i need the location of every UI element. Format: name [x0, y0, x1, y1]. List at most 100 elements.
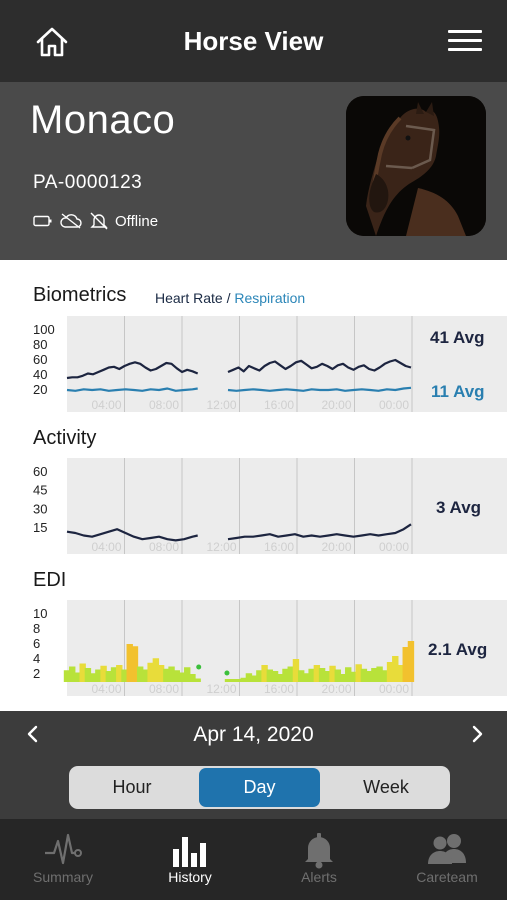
y-tick-label: 60 — [33, 464, 47, 479]
tab-label: Summary — [33, 869, 93, 885]
heartbeat-icon — [45, 833, 82, 865]
edi-end-point — [196, 664, 202, 670]
next-day-button[interactable] — [462, 719, 492, 749]
edi-bar — [365, 671, 373, 682]
edi-bar — [345, 667, 352, 682]
edi-bar — [371, 668, 378, 682]
heart-rate-avg: 41 Avg — [430, 328, 485, 347]
edi-bar — [173, 670, 180, 682]
biometrics-chart-svg: 04:00 08:00 12:00 16:00 20:00 00:00 1008060402… — [33, 316, 507, 412]
edi-chart[interactable]: 04:00 08:00 12:00 16:00 20:00 00:00 10 8 6 4 2 2.1… — [0, 600, 507, 696]
period-hour-button[interactable]: Hour — [112, 777, 152, 797]
edi-bar — [136, 666, 144, 682]
x-tick-label: 04:00 — [91, 398, 121, 412]
edi-bar — [224, 679, 232, 682]
edi-bar — [105, 671, 113, 682]
page-title: Horse View — [183, 26, 324, 56]
cloud-off-icon — [59, 213, 83, 229]
x-tick-label: 04:00 — [91, 540, 121, 554]
tab-summary[interactable]: Summary — [0, 819, 126, 900]
edi-bar — [360, 668, 368, 682]
edi-bar — [63, 670, 71, 682]
edi-bar — [350, 671, 357, 682]
x-tick-label: 12:00 — [206, 398, 236, 412]
period-selector: Hour Day Week — [69, 766, 450, 809]
home-button[interactable] — [34, 24, 70, 60]
x-tick-label: 16:00 — [264, 682, 294, 696]
respiration-line — [66, 387, 198, 392]
edi-bar — [282, 668, 289, 682]
tab-careteam[interactable]: Careteam — [384, 819, 507, 900]
y-tick-label: 60 — [33, 352, 47, 367]
x-tick-label: 08:00 — [149, 398, 179, 412]
horse-photo[interactable] — [346, 96, 486, 236]
y-tick-label: 15 — [33, 520, 47, 535]
edi-bar — [79, 663, 86, 682]
edi-title: EDI — [33, 569, 67, 591]
edi-bar — [189, 674, 196, 682]
tab-alerts[interactable]: Alerts — [256, 819, 382, 900]
legend-respiration: Respiration — [234, 290, 306, 306]
period-day-button[interactable]: Day — [199, 768, 320, 807]
heart-rate-line — [227, 358, 412, 374]
x-tick-label: 00:00 — [379, 682, 409, 696]
edi-bar — [339, 674, 347, 682]
edi-bar — [334, 669, 341, 682]
y-tick-label: 80 — [33, 337, 47, 352]
y-tick-label: 100 — [33, 322, 55, 337]
bottom-tab-bar: Summary History Alerts Careteam — [0, 819, 507, 900]
edi-bar — [402, 647, 409, 682]
activity-line — [66, 528, 198, 542]
chevron-left-icon — [27, 725, 38, 743]
heart-rate-line — [66, 361, 199, 380]
edi-bar — [386, 662, 394, 682]
tab-label: Careteam — [416, 869, 478, 885]
edi-bar — [147, 662, 154, 682]
bell-icon — [305, 833, 333, 869]
chevron-right-icon — [472, 725, 483, 743]
tab-label: History — [168, 869, 212, 885]
y-tick-label: 30 — [33, 501, 47, 516]
biometrics-legend: Heart Rate / Respiration — [155, 290, 306, 306]
tab-label: Alerts — [301, 869, 337, 885]
edi-bar — [292, 659, 300, 682]
y-tick-label: 40 — [33, 367, 47, 382]
menu-button[interactable] — [448, 30, 482, 54]
edi-bar — [407, 641, 415, 682]
edi-bar — [240, 677, 247, 682]
activity-chart-svg: 04:00 08:00 12:00 16:00 20:00 00:00 60 45 30 15 — [33, 458, 507, 554]
x-tick-label: 00:00 — [379, 398, 409, 412]
edi-bar — [89, 673, 97, 682]
activity-avg: 3 Avg — [436, 498, 482, 517]
edi-bar — [397, 665, 404, 682]
edi-bar — [392, 656, 399, 682]
edi-bar — [100, 665, 107, 682]
biometrics-chart[interactable]: 04:00 08:00 12:00 16:00 20:00 00:00 100 80 60 40 2… — [0, 316, 507, 412]
edi-bar — [84, 668, 92, 682]
x-tick-label: 16:00 — [264, 398, 294, 412]
home-icon — [36, 27, 68, 57]
battery-icon — [33, 215, 53, 227]
edi-bar — [355, 664, 362, 682]
edi-bar — [126, 644, 133, 682]
x-tick-label: 20:00 — [321, 398, 351, 412]
activity-chart[interactable]: 04:00 08:00 12:00 16:00 20:00 00:00 60 45 30 15 3… — [0, 458, 507, 554]
current-date: Apr 14, 2020 — [193, 723, 314, 746]
hamburger-menu-icon — [448, 30, 482, 33]
horse-name: Monaco — [30, 98, 176, 142]
edi-bar — [69, 666, 76, 682]
x-tick-label: 08:00 — [149, 682, 179, 696]
edi-bar — [245, 673, 253, 682]
x-tick-label: 20:00 — [321, 682, 351, 696]
y-tick-label: 4 — [33, 651, 40, 666]
x-tick-label: 00:00 — [379, 540, 409, 554]
tab-history[interactable]: History — [127, 819, 253, 900]
edi-bar — [121, 669, 128, 682]
previous-day-button[interactable] — [18, 719, 48, 749]
x-tick-label: 12:00 — [206, 682, 236, 696]
period-week-button[interactable]: Week — [363, 777, 409, 797]
edi-bar — [256, 670, 263, 682]
activity-line — [227, 523, 412, 541]
y-tick-label: 10 — [33, 606, 47, 621]
